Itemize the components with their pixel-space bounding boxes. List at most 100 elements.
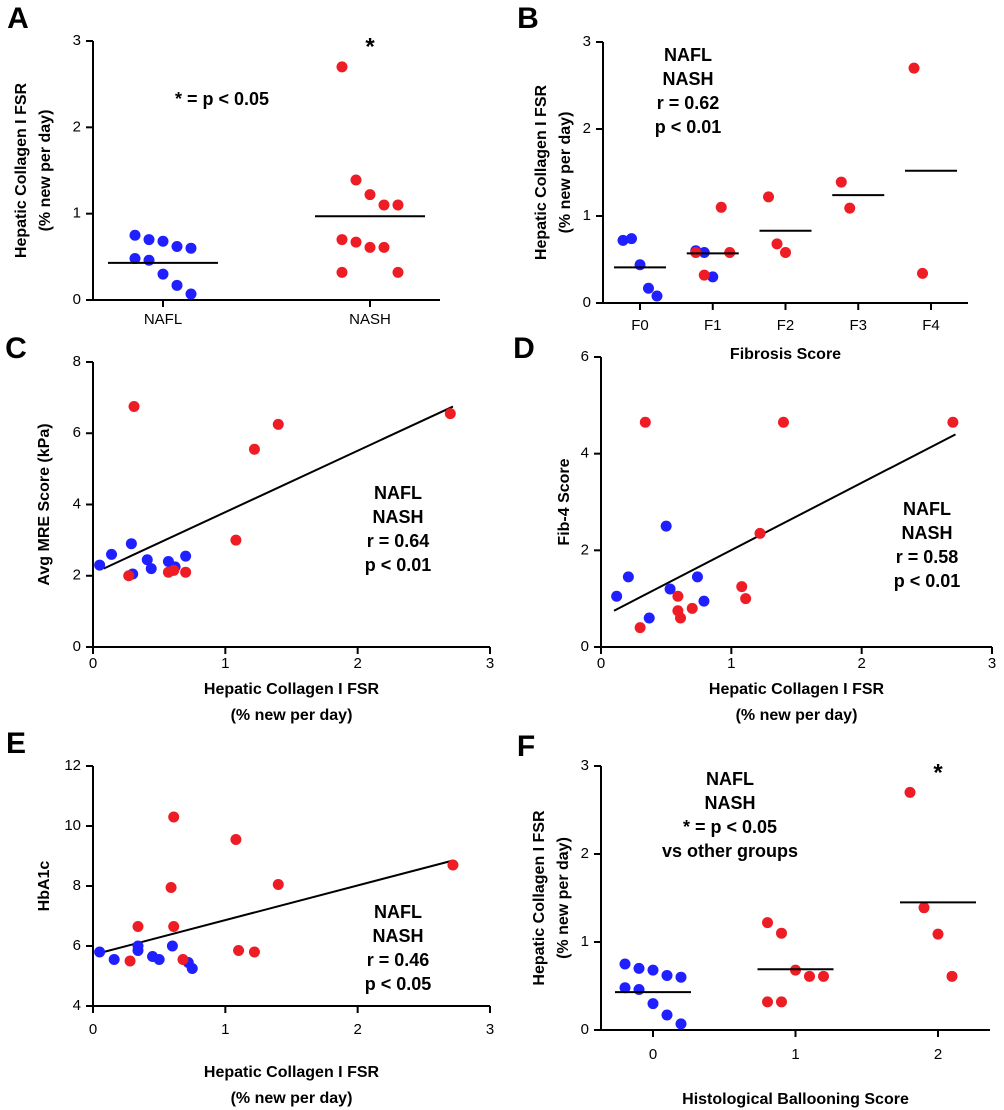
data-point — [336, 234, 348, 246]
panel: C 0 2 4 6 8 Avg MRE Score (kPa) Hepatic Collage… — [5, 332, 494, 724]
x-axis-label: (% new per day) — [231, 1090, 353, 1107]
data-point — [651, 290, 663, 302]
y-tick-label: 1 — [583, 207, 591, 224]
annotation: r = 0.64 — [367, 531, 430, 551]
data-point — [634, 622, 646, 634]
data-point — [707, 271, 719, 283]
data-point — [675, 971, 687, 983]
x-tick-label: 1 — [221, 1021, 229, 1038]
data-point — [94, 946, 106, 958]
data-point — [642, 282, 654, 294]
data-point — [643, 612, 655, 624]
data-point — [168, 811, 180, 823]
y-axis-label: (% new per day) — [555, 837, 572, 959]
data-point — [619, 982, 631, 994]
data-point — [185, 288, 197, 300]
x-axis-label: Fibrosis Score — [730, 346, 841, 363]
data-point — [336, 266, 348, 278]
annotation: r = 0.62 — [657, 93, 720, 113]
x-tick-label: F0 — [631, 317, 649, 334]
data-point — [336, 61, 348, 73]
data-point — [639, 416, 651, 428]
data-point — [392, 199, 404, 211]
data-point — [611, 590, 623, 602]
data-point — [626, 233, 638, 245]
data-point — [771, 238, 783, 250]
data-point — [108, 954, 120, 965]
data-point — [128, 401, 140, 413]
data-point — [168, 921, 180, 932]
y-tick-label: 1 — [73, 205, 81, 222]
data-point — [272, 879, 284, 890]
legend-entry: NASH — [901, 523, 952, 543]
data-point — [230, 834, 242, 845]
data-point — [106, 548, 118, 560]
data-point — [185, 242, 197, 254]
data-point — [230, 534, 242, 546]
x-tick-label: 0 — [649, 1046, 657, 1063]
fit-line — [103, 405, 454, 570]
data-point — [272, 418, 284, 430]
legend-entry: NAFL — [374, 902, 422, 922]
panel-letter: A — [7, 2, 29, 35]
data-point — [661, 969, 673, 981]
data-point — [686, 602, 698, 614]
data-point — [171, 240, 183, 252]
annotation: * = p < 0.05 — [175, 89, 269, 109]
significance-mark: * — [365, 33, 375, 60]
x-axis-label: Hepatic Collagen I FSR — [709, 681, 885, 698]
legend-entry: NAFL — [706, 769, 754, 789]
data-point — [633, 962, 645, 974]
y-tick-label: 2 — [73, 567, 81, 584]
y-tick-label: 2 — [73, 118, 81, 135]
annotation: p < 0.01 — [894, 571, 961, 591]
x-tick-label: F2 — [777, 317, 795, 334]
data-point — [157, 235, 169, 247]
y-tick-label: 2 — [581, 845, 589, 862]
annotation: * = p < 0.05 — [683, 817, 777, 837]
data-point — [350, 236, 362, 248]
y-tick-label: 10 — [64, 817, 81, 834]
annotation: vs other groups — [662, 841, 798, 861]
data-point — [180, 566, 192, 578]
data-point — [157, 268, 169, 280]
data-point — [132, 940, 144, 952]
x-axis-label: Hepatic Collagen I FSR — [204, 1064, 380, 1081]
x-tick-label: 1 — [727, 655, 735, 672]
x-axis-label: (% new per day) — [231, 707, 353, 724]
x-tick-label: F3 — [849, 317, 867, 334]
data-point — [633, 984, 645, 996]
annotation: p < 0.05 — [365, 974, 432, 994]
y-tick-label: 2 — [581, 541, 589, 558]
x-tick-label: 1 — [221, 655, 229, 672]
data-point — [917, 267, 929, 279]
data-point — [622, 571, 634, 583]
x-axis-label: Histological Ballooning Score — [682, 1091, 909, 1108]
data-point — [664, 583, 676, 595]
y-axis-label: Hepatic Collagen I FSR — [533, 84, 550, 260]
y-tick-label: 8 — [73, 877, 81, 894]
panel-letter: E — [6, 727, 26, 760]
annotation: r = 0.46 — [367, 950, 430, 970]
legend-entry: NAFL — [903, 499, 951, 519]
panel-letter: C — [5, 332, 27, 365]
data-point — [364, 189, 376, 201]
data-point — [153, 954, 165, 965]
data-point — [444, 408, 456, 420]
data-point — [918, 902, 930, 914]
data-point — [661, 1009, 673, 1021]
data-point — [248, 946, 260, 958]
data-point — [168, 564, 180, 576]
x-tick-label: 1 — [791, 1046, 799, 1063]
y-tick-label: 3 — [581, 757, 589, 774]
data-point — [736, 581, 748, 593]
data-point — [123, 570, 135, 582]
x-axis-label: Hepatic Collagen I FSR — [204, 681, 380, 698]
data-point — [698, 595, 710, 607]
data-point — [904, 786, 916, 798]
y-tick-label: 0 — [73, 291, 81, 308]
y-tick-label: 6 — [73, 424, 81, 441]
y-axis-label: Hepatic Collagen I FSR — [13, 82, 30, 258]
data-point — [129, 229, 141, 241]
